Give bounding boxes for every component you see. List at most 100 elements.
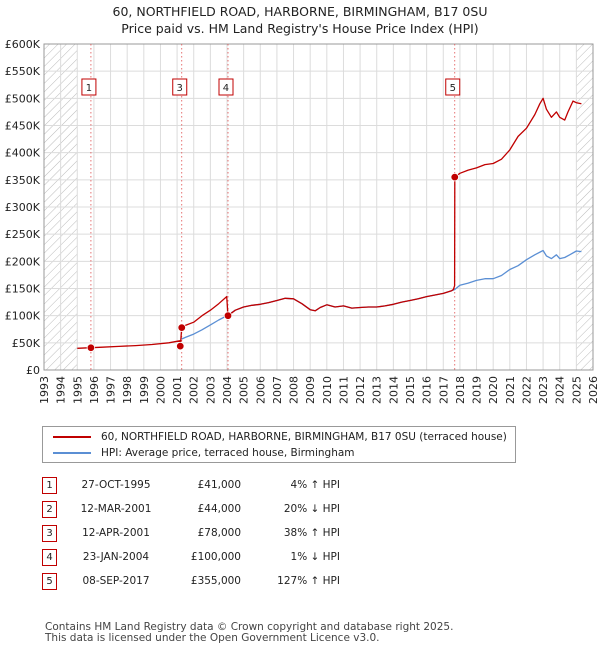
sale-date: 08-SEP-2017 (82, 575, 150, 587)
sale-label-box (172, 78, 188, 96)
x-tick-label: 2001 (171, 376, 184, 404)
sale-price: £44,000 (197, 503, 241, 515)
legend-swatch-hpi (53, 452, 91, 454)
legend-label-property: 60, NORTHFIELD ROAD, HARBORNE, BIRMINGHA… (101, 431, 507, 443)
sale-price: £41,000 (197, 479, 241, 491)
chart-title-line1: 60, NORTHFIELD ROAD, HARBORNE, BIRMINGHA… (112, 4, 488, 19)
hpi-line (181, 249, 582, 340)
sale-date: 12-APR-2001 (82, 527, 150, 539)
sale-price: £355,000 (190, 575, 241, 587)
footer-copyright: Contains HM Land Registry data © Crown c… (45, 621, 454, 633)
y-tick-label: £0 (26, 364, 40, 377)
y-tick-label: £250K (5, 228, 41, 241)
sale-badge: 4 (42, 548, 57, 566)
sale-date: 23-JAN-2004 (82, 551, 150, 563)
table-row: 4 23-JAN-2004 £100,000 1% ↓ HPI (42, 545, 340, 569)
x-tick-label: 2021 (504, 376, 517, 404)
x-tick-label: 2019 (471, 376, 484, 404)
x-tick-label: 2007 (271, 376, 284, 404)
table-row: 2 12-MAR-2001 £44,000 20% ↓ HPI (42, 497, 340, 521)
x-tick-label: 2005 (238, 376, 251, 404)
property-price-line (77, 97, 582, 349)
table-row: 5 08-SEP-2017 £355,000 127% ↑ HPI (42, 569, 340, 593)
table-row: 3 12-APR-2001 £78,000 38% ↑ HPI (42, 521, 340, 545)
x-tick-label: 2016 (421, 376, 434, 404)
x-tick-label: 1996 (88, 376, 101, 404)
x-tick-label: 2013 (371, 376, 384, 404)
x-tick-label: 2020 (487, 376, 500, 404)
sale-point (86, 343, 96, 352)
sale-point (176, 341, 185, 351)
x-tick-label: 2018 (454, 376, 467, 404)
x-tick-label: 2000 (154, 376, 167, 404)
legend-label-hpi: HPI: Average price, terraced house, Birm… (101, 447, 355, 459)
x-tick-label: 2014 (387, 376, 400, 404)
sale-point (177, 323, 186, 332)
plot-frame (43, 43, 594, 371)
sale-hpi-diff: 1% ↓ HPI (290, 551, 340, 563)
x-tick-label: 2002 (188, 376, 201, 404)
x-tick-label: 1999 (138, 376, 151, 404)
y-tick-label: £50K (12, 337, 41, 350)
x-tick-label: 2026 (587, 376, 600, 404)
x-tick-label: 2015 (404, 376, 417, 404)
y-tick-label: £100K (5, 310, 41, 323)
sale-hpi-diff: 127% ↑ HPI (277, 575, 340, 587)
x-tick-label: 2012 (354, 376, 367, 404)
x-tick-label: 1997 (105, 376, 118, 404)
sale-label-box (218, 78, 234, 96)
sale-point (450, 172, 459, 182)
x-tick-label: 2024 (554, 376, 567, 404)
sale-hpi-diff: 20% ↓ HPI (283, 503, 340, 515)
x-tick-label: 2008 (288, 376, 301, 404)
footer-licence: This data is licensed under the Open Gov… (45, 632, 380, 644)
sale-point (223, 311, 233, 320)
sale-label: 3 (177, 83, 183, 94)
y-tick-label: £400K (5, 147, 41, 160)
x-tick-label: 2004 (221, 376, 234, 404)
table-row: 1 27-OCT-1995 £41,000 4% ↑ HPI (42, 473, 340, 497)
sale-label-box (81, 78, 97, 96)
y-tick-label: £200K (5, 255, 41, 268)
legend: 60, NORTHFIELD ROAD, HARBORNE, BIRMINGHA… (42, 426, 516, 463)
y-tick-label: £300K (5, 201, 41, 214)
y-tick-label: £550K (5, 65, 41, 78)
x-tick-label: 1994 (55, 376, 68, 404)
price-chart: 1 3 4 5 1993 1994 1995 1996 1997 1998 1999 2000 200… (5, 38, 600, 404)
sale-hpi-diff: 38% ↑ HPI (283, 527, 340, 539)
x-tick-label: 2006 (254, 376, 267, 404)
y-tick-label: £450K (5, 120, 41, 133)
sale-label: 5 (450, 83, 456, 94)
sale-badge: 2 (42, 500, 57, 518)
x-tick-label: 2010 (321, 376, 334, 404)
legend-swatch-property (53, 436, 91, 438)
transactions-table: 1 27-OCT-1995 £41,000 4% ↑ HPI 2 12-MAR-… (42, 473, 340, 593)
x-tick-label: 2017 (437, 376, 450, 404)
y-tick-label: £500K (5, 92, 41, 105)
x-tick-label: 1993 (38, 376, 51, 404)
sale-label: 1 (86, 83, 92, 94)
y-tick-label: £150K (5, 283, 41, 296)
chart-title-line2: Price paid vs. HM Land Registry's House … (121, 21, 479, 36)
sale-price: £100,000 (190, 551, 241, 563)
sale-label: 4 (223, 83, 229, 94)
sale-label-box (445, 78, 461, 96)
sale-badge: 1 (42, 476, 57, 494)
x-tick-label: 2022 (520, 376, 533, 404)
x-tick-label: 2011 (337, 376, 350, 404)
sale-date: 12-MAR-2001 (80, 503, 152, 515)
y-tick-label: £350K (5, 174, 41, 187)
sale-price: £78,000 (197, 527, 241, 539)
sale-date: 27-OCT-1995 (81, 479, 151, 491)
y-tick-label: £600K (5, 38, 41, 51)
sale-hpi-diff: 4% ↑ HPI (290, 479, 340, 491)
x-tick-label: 2009 (304, 376, 317, 404)
x-tick-label: 2025 (570, 376, 583, 404)
x-tick-label: 1998 (121, 376, 134, 404)
x-tick-label: 1995 (71, 376, 84, 404)
sale-badge: 5 (42, 572, 57, 590)
sale-badge: 3 (42, 524, 57, 542)
x-tick-label: 2003 (204, 376, 217, 404)
x-tick-label: 2023 (537, 376, 550, 404)
